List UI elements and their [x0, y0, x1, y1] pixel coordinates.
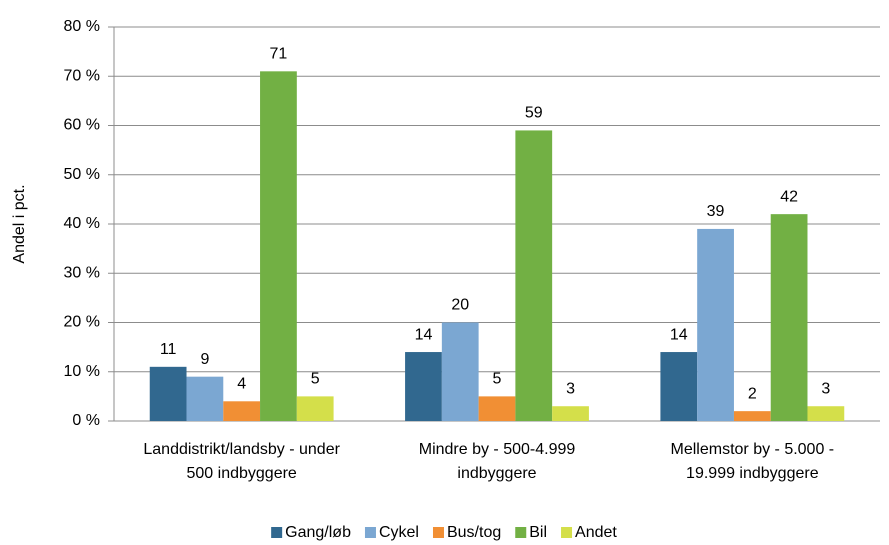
y-tick-label: 30 % — [64, 264, 100, 281]
data-label: 4 — [237, 376, 246, 393]
bar — [260, 71, 297, 421]
bar — [552, 406, 589, 421]
legend-label: Bil — [529, 524, 547, 541]
bar — [223, 401, 261, 421]
y-tick-label: 20 % — [64, 314, 100, 331]
legend-swatch — [515, 527, 527, 538]
legend-swatch — [364, 527, 376, 538]
legend-swatch — [561, 527, 573, 538]
legend: Gang/løb Cykel Bus/tog Bil Andet — [271, 524, 617, 541]
data-label: 9 — [200, 351, 209, 368]
bar — [405, 352, 442, 421]
legend-swatch — [432, 527, 444, 538]
data-label: 3 — [821, 380, 830, 397]
data-label: 2 — [748, 385, 757, 402]
bar — [770, 214, 808, 421]
y-tick-label: 0 % — [72, 412, 100, 429]
bar — [478, 396, 516, 421]
y-tick-label: 80 % — [64, 18, 100, 35]
legend-label: Gang/løb — [285, 524, 351, 541]
y-tick-label: 10 % — [64, 363, 100, 380]
data-label: 11 — [160, 341, 177, 358]
data-label: 14 — [415, 326, 433, 343]
bar — [807, 406, 845, 421]
legend-label: Andet — [575, 524, 617, 541]
y-tick-label: 70 % — [64, 67, 100, 84]
x-tick-label: Landdistrikt/landsby - under 500 indbygg… — [143, 441, 340, 482]
y-tick-label: 60 % — [64, 117, 100, 134]
data-label: 5 — [493, 371, 502, 388]
data-label: 59 — [525, 105, 543, 122]
bar — [697, 228, 734, 421]
bar — [441, 322, 479, 421]
y-tick-label: 40 % — [64, 215, 100, 232]
bar — [149, 366, 187, 421]
data-label: 71 — [270, 46, 288, 63]
data-label: 39 — [707, 203, 725, 220]
legend-label: Cykel — [379, 524, 419, 541]
data-label: 3 — [566, 380, 575, 397]
bar — [515, 130, 553, 422]
x-tick-label: Mellemstor by - 5.000 - 19.999 indbygger… — [670, 441, 835, 482]
legend-label: Bus/tog — [447, 524, 501, 541]
bar — [660, 352, 698, 421]
bar — [186, 376, 224, 421]
bar — [733, 411, 771, 421]
y-tick-label: 50 % — [64, 166, 100, 183]
x-tick-label: Mindre by - 500-4.999 indbyggere — [418, 441, 576, 482]
y-axis-title: Andel i pct. — [11, 184, 28, 263]
data-label: 14 — [670, 326, 688, 343]
bar — [296, 396, 334, 421]
data-label: 20 — [451, 297, 469, 314]
data-label: 5 — [311, 371, 320, 388]
data-label: 42 — [780, 188, 798, 205]
legend-swatch — [271, 527, 283, 538]
